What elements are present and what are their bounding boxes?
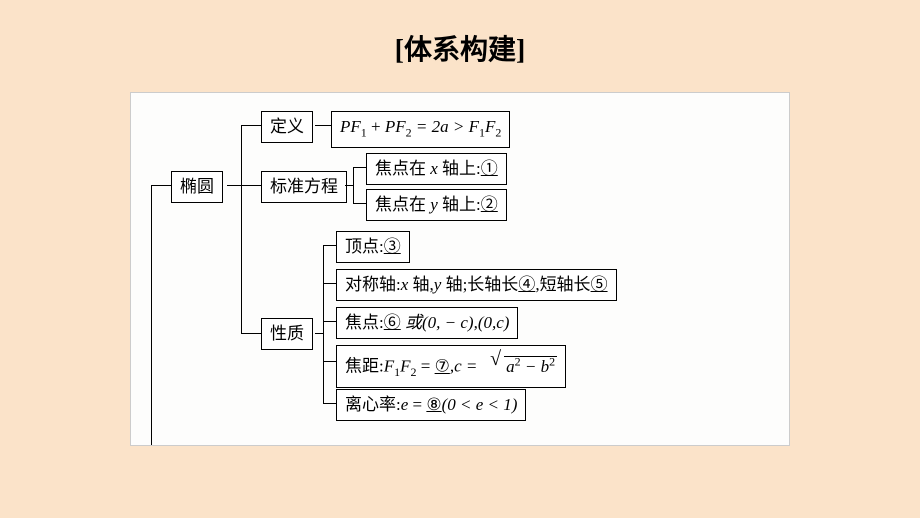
node-def: 定义: [261, 111, 313, 143]
def-fsub2: 2: [495, 125, 501, 139]
sym-mid1: 轴,: [408, 275, 434, 294]
node-root-label: 椭圆: [180, 177, 214, 196]
node-stdeq: 标准方程: [261, 171, 347, 203]
fd-mark: ⑦: [435, 357, 450, 376]
ecc-label: 离心率:: [345, 395, 401, 414]
node-vertex: 顶点:③: [336, 231, 410, 263]
vertex-mark: ③: [384, 237, 401, 256]
fd-minus: − b: [521, 357, 549, 376]
node-stdeq-label: 标准方程: [270, 177, 338, 196]
node-def-content: PF1 + PF2 = 2a > F1F2: [331, 111, 510, 148]
fd-eq: =: [417, 357, 435, 376]
xaxis-axis: x: [430, 159, 438, 178]
ecc-eq: =: [408, 395, 426, 414]
connector: [323, 361, 336, 362]
fd-f2: F: [400, 357, 410, 376]
xaxis-prefix: 焦点在: [375, 159, 430, 178]
connector: [227, 185, 241, 186]
connector: [315, 333, 323, 334]
sym-prefix: 对称轴:: [345, 275, 401, 294]
connector: [241, 125, 261, 126]
connector: [315, 125, 331, 126]
focus-suffix: 或(0, − c),(0,c): [401, 313, 510, 332]
connector: [241, 333, 261, 334]
connector: [353, 203, 366, 204]
sqrt-icon: a2 − b2: [490, 349, 557, 379]
def-pf2: PF: [385, 117, 406, 136]
ecc-mark: ⑧: [426, 395, 441, 414]
fd-f1: F: [384, 357, 394, 376]
connector: [151, 185, 152, 445]
def-plus: +: [367, 117, 385, 136]
yaxis-axis: y: [430, 195, 438, 214]
def-eq: = 2a > F: [412, 117, 479, 136]
xaxis-mark: ①: [481, 159, 498, 178]
connector: [241, 125, 242, 333]
node-props: 性质: [261, 318, 313, 350]
def-pf1: PF: [340, 117, 361, 136]
connector: [241, 185, 261, 186]
xaxis-suffix: 轴上:: [438, 159, 481, 178]
connector: [353, 167, 354, 203]
node-props-label: 性质: [270, 324, 304, 343]
connector: [323, 245, 324, 403]
fd-a: a: [506, 357, 515, 376]
connector: [323, 321, 336, 322]
focus-mark: ⑥: [384, 313, 401, 332]
connector: [323, 283, 336, 284]
node-focus: 焦点:⑥ 或(0, − c),(0,c): [336, 307, 518, 339]
connector: [353, 167, 366, 168]
diagram-canvas: 椭圆 定义 PF1 + PF2 = 2a > F1F2 标准方程 焦点在 x 轴…: [130, 92, 790, 446]
fd-sup2: 2: [549, 354, 555, 368]
connector: [151, 185, 171, 186]
ecc-range: (0 < e < 1): [442, 395, 518, 414]
connector: [323, 403, 336, 404]
page-title: [体系构建]: [0, 0, 920, 68]
yaxis-prefix: 焦点在: [375, 195, 430, 214]
node-ecc: 离心率:e = ⑧(0 < e < 1): [336, 389, 526, 421]
connector: [323, 245, 336, 246]
sym-mid3: ,短轴长: [535, 275, 590, 294]
sym-mid2: 轴;长轴长: [441, 275, 518, 294]
yaxis-mark: ②: [481, 195, 498, 214]
node-root: 椭圆: [171, 171, 223, 203]
node-xaxis: 焦点在 x 轴上:①: [366, 153, 507, 185]
yaxis-suffix: 轴上:: [438, 195, 481, 214]
fd-comma: ,c =: [450, 357, 482, 376]
sym-mark2: ⑤: [591, 275, 608, 294]
node-focaldist: 焦距:F1F2 = ⑦,c = a2 − b2: [336, 345, 566, 388]
fd-label: 焦距:: [345, 357, 384, 376]
sym-mark1: ④: [518, 275, 535, 294]
def-f2: F: [485, 117, 495, 136]
node-def-label: 定义: [270, 117, 304, 136]
vertex-label: 顶点:: [345, 237, 384, 256]
connector: [345, 185, 353, 186]
node-yaxis: 焦点在 y 轴上:②: [366, 189, 507, 221]
focus-label: 焦点:: [345, 313, 384, 332]
node-symaxis: 对称轴:x 轴,y 轴;长轴长④,短轴长⑤: [336, 269, 617, 301]
